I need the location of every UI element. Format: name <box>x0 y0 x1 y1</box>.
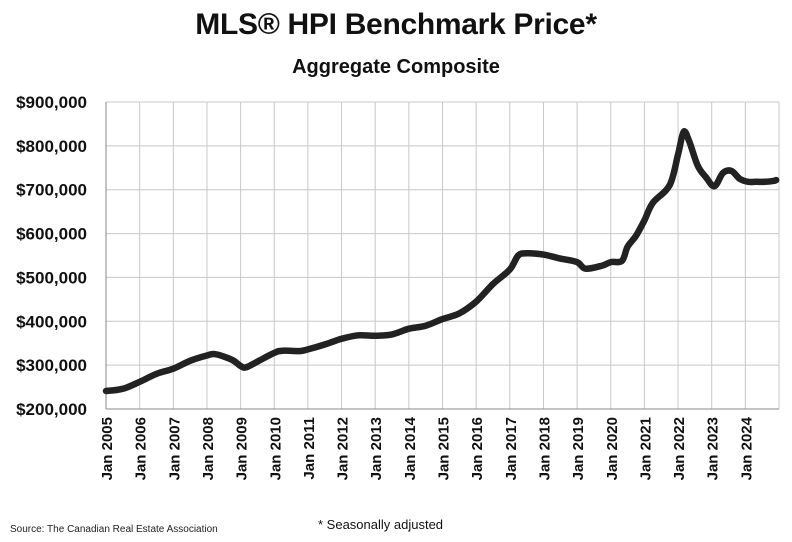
series-layer <box>102 128 780 395</box>
x-tick-label: Jan 2023 <box>705 417 722 480</box>
y-tick-label: $800,000 <box>16 137 87 156</box>
x-tick-label: Jan 2020 <box>604 417 621 480</box>
y-tick-label: $200,000 <box>16 400 87 419</box>
x-tick-label: Jan 2022 <box>671 417 688 480</box>
x-tick-label: Jan 2006 <box>133 417 150 480</box>
x-tick-label: Jan 2018 <box>536 417 553 480</box>
x-tick-label: Jan 2015 <box>436 417 453 480</box>
x-tick-label: Jan 2021 <box>637 417 654 480</box>
footnote: * Seasonally adjusted <box>318 517 444 532</box>
axes <box>105 102 779 410</box>
x-tick-label: Jan 2005 <box>99 417 116 480</box>
series-line <box>102 128 780 395</box>
x-tick-label: Jan 2019 <box>570 417 587 480</box>
y-tick-label: $900,000 <box>16 93 87 112</box>
x-tick-label: Jan 2014 <box>402 416 419 480</box>
x-tick-label: Jan 2013 <box>368 417 385 480</box>
x-tick-label: Jan 2007 <box>166 417 183 480</box>
source-note: Source: The Canadian Real Estate Associa… <box>10 524 218 535</box>
y-tick-label: $400,000 <box>16 312 87 331</box>
x-tick-label: Jan 2010 <box>267 417 284 480</box>
x-axis-ticks: Jan 2005 Jan 2006 Jan 2007 Jan 2008 Jan 2009… <box>99 416 755 480</box>
y-tick-label: $700,000 <box>16 181 87 200</box>
x-tick-label: Jan 2009 <box>234 417 251 480</box>
x-tick-label: Jan 2011 <box>301 417 318 480</box>
chart-title: MLS® HPI Benchmark Price* <box>195 8 597 41</box>
x-tick-label: Jan 2024 <box>738 416 755 480</box>
y-tick-label: $300,000 <box>16 356 87 375</box>
x-tick-label: Jan 2012 <box>335 417 352 480</box>
x-tick-label: Jan 2016 <box>469 417 486 480</box>
y-axis-ticks: $200,000 $300,000 $400,000 $500,000 $600,000… <box>16 93 87 419</box>
x-tick-label: Jan 2008 <box>200 417 217 480</box>
x-tick-label: Jan 2017 <box>503 417 520 480</box>
y-tick-label: $500,000 <box>16 268 87 287</box>
chart-subtitle: Aggregate Composite <box>292 56 500 78</box>
y-tick-label: $600,000 <box>16 225 87 244</box>
